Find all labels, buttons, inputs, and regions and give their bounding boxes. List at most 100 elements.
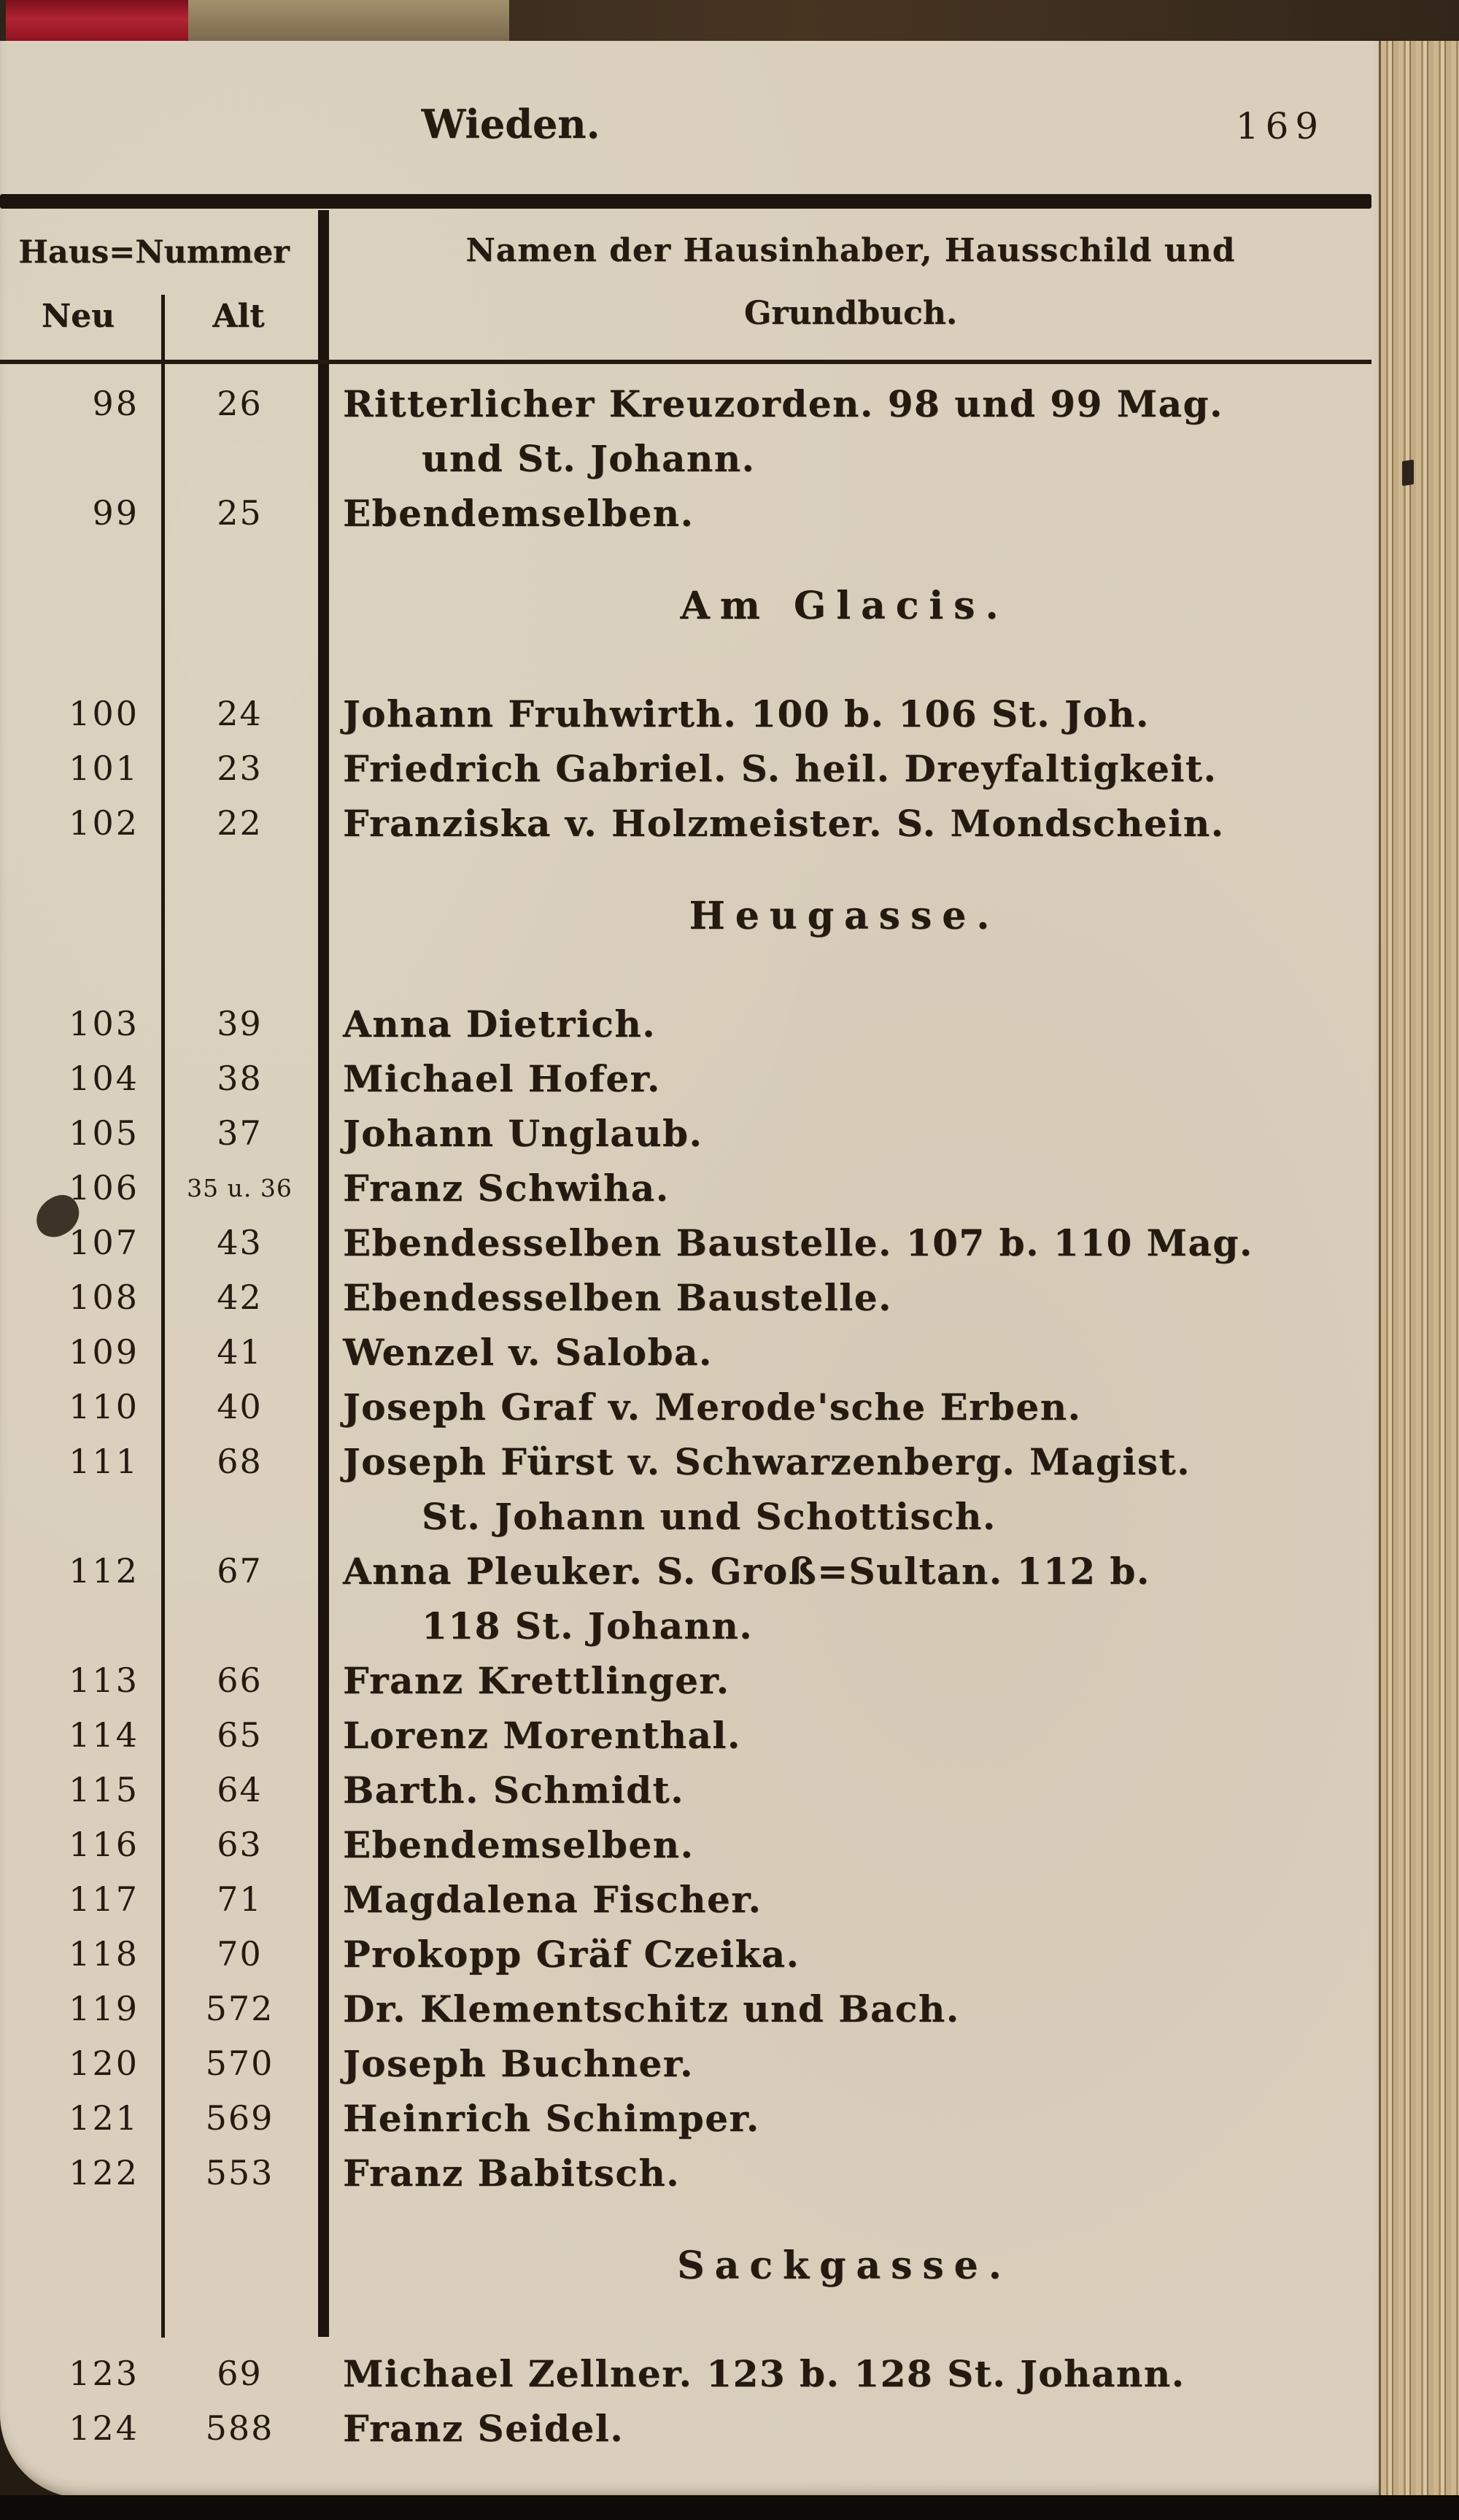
owner-entry: Franz Babitsch. [318, 2146, 1371, 2200]
fore-edge-mark [1402, 459, 1414, 487]
owner-entry: Friedrich Gabriel. S. heil. Dreyfaltigke… [318, 741, 1371, 796]
table-row: 99 25 Ebendemselben. [0, 486, 1371, 541]
table-row: 105 37 Johann Unglaub. [0, 1106, 1371, 1161]
house-number-old: 553 [205, 2153, 274, 2192]
owner-line: Franz Krettlinger. [343, 1659, 730, 1702]
house-number-new: 110 [69, 1387, 139, 1426]
street-section-header: Sackgasse. [677, 2243, 1012, 2288]
street-section-header: Am Glacis. [680, 584, 1009, 628]
house-number-new: 121 [69, 2098, 139, 2138]
table-row: 101 23 Friedrich Gabriel. S. heil. Dreyf… [0, 741, 1371, 796]
house-number-new: 124 [69, 2408, 139, 2448]
table-row: 118 70 Prokopp Gräf Czeika. [0, 1927, 1371, 1982]
owner-line: Heinrich Schimper. [343, 2097, 760, 2140]
owner-line: Ritterlicher Kreuzorden. 98 und 99 Mag. [343, 382, 1223, 425]
table-row: 106 35 u. 36 Franz Schwiha. [0, 1161, 1371, 1215]
owner-entry: Anna Pleuker. S. Groß=Sultan. 112 b. 118 … [318, 1544, 1371, 1653]
owner-line: Barth. Schmidt. [343, 1769, 685, 1812]
house-number-new: 100 [69, 694, 139, 733]
house-number-old: 43 [217, 1223, 263, 1262]
owner-entry: Ebendemselben. [318, 1817, 1371, 1872]
owner-entry: Franz Seidel. [318, 2401, 1371, 2456]
owner-entry: Ebendesselben Baustelle. [318, 1270, 1371, 1325]
table-row: 111 68 Joseph Fürst v. Schwarzenberg. Ma… [0, 1434, 1371, 1544]
owner-entry: Johann Fruhwirth. 100 b. 106 St. Joh. [318, 687, 1371, 741]
house-number-new: 122 [69, 2153, 139, 2192]
owner-entry: Ebendesselben Baustelle. 107 b. 110 Mag. [318, 1215, 1371, 1270]
house-number-new: 115 [69, 1770, 139, 1809]
house-number-new: 105 [69, 1113, 139, 1153]
owner-entry: Franz Schwiha. [318, 1161, 1371, 1215]
owner-line: Franz Schwiha. [343, 1167, 670, 1210]
owner-line: Ebendesselben Baustelle. 107 b. 110 Mag. [343, 1221, 1253, 1264]
table-row: 107 43 Ebendesselben Baustelle. 107 b. 1… [0, 1215, 1371, 1270]
owner-line: und St. Johann. [422, 437, 756, 480]
table-row: 109 41 Wenzel v. Saloba. [0, 1325, 1371, 1380]
owner-entry: Lorenz Morenthal. [318, 1708, 1371, 1763]
owner-entry: Franziska v. Holzmeister. S. Mondschein. [318, 796, 1371, 851]
owner-line: Johann Fruhwirth. 100 b. 106 St. Joh. [343, 692, 1150, 735]
table-top-rule [0, 194, 1371, 209]
owner-line: Prokopp Gräf Czeika. [343, 1933, 800, 1976]
house-number-old: 22 [217, 803, 263, 843]
book-top-edge [0, 0, 1459, 44]
owner-line: Johann Unglaub. [343, 1112, 703, 1155]
owner-line: Franziska v. Holzmeister. S. Mondschein. [343, 802, 1225, 845]
house-number-old: 66 [217, 1661, 263, 1700]
book-page: Wieden. 169 Haus=Nummer Neu Alt Namen de… [0, 41, 1381, 2498]
column-subheader-new: Neu [41, 298, 115, 335]
owner-entry: Joseph Buchner. [318, 2036, 1371, 2091]
house-number-old: 588 [205, 2408, 274, 2448]
owner-line: Anna Dietrich. [343, 1002, 657, 1046]
house-number-new: 108 [69, 1278, 139, 1317]
house-number-old: 24 [217, 694, 263, 733]
owner-line: Wenzel v. Saloba. [343, 1331, 713, 1374]
owner-entry: Magdalena Fischer. [318, 1872, 1371, 1927]
house-number-old: 71 [217, 1879, 263, 1919]
house-number-old: 38 [217, 1059, 263, 1098]
column-header-house-number: Haus=Nummer [18, 234, 290, 271]
table-row: 98 26 Ritterlicher Kreuzorden. 98 und 99… [0, 376, 1371, 486]
house-number-old: 67 [217, 1551, 263, 1591]
table-row: 121 569 Heinrich Schimper. [0, 2091, 1371, 2146]
owner-entry: Michael Zellner. 123 b. 128 St. Johann. [318, 2346, 1371, 2401]
house-number-old: 69 [217, 2354, 263, 2393]
owner-entry: Joseph Fürst v. Schwarzenberg. Magist. St… [318, 1434, 1371, 1544]
house-number-old: 40 [217, 1387, 263, 1426]
owner-line: Ebendesselben Baustelle. [343, 1276, 892, 1319]
house-number-old: 26 [217, 384, 263, 423]
column-divider-thick [318, 210, 329, 2337]
house-number-new: 101 [69, 749, 139, 788]
owner-line: Joseph Fürst v. Schwarzenberg. Magist. [343, 1440, 1191, 1483]
house-number-old: 572 [205, 1989, 274, 2028]
house-number-old: 569 [205, 2098, 274, 2138]
house-number-old: 42 [217, 1278, 263, 1317]
table-row: 112 67 Anna Pleuker. S. Groß=Sultan. 112… [0, 1544, 1371, 1653]
owner-line: Michael Hofer. [343, 1057, 661, 1100]
owner-line: Franz Seidel. [343, 2407, 624, 2450]
table-row: 102 22 Franziska v. Holzmeister. S. Mond… [0, 796, 1371, 851]
house-number-new: 107 [69, 1223, 139, 1262]
owner-line: Joseph Graf v. Merode'sche Erben. [343, 1385, 1082, 1429]
table-row: 124 588 Franz Seidel. [0, 2401, 1371, 2456]
table-row: 116 63 Ebendemselben. [0, 1817, 1371, 1872]
table-row: 103 39 Anna Dietrich. [0, 997, 1371, 1051]
owner-line: Anna Pleuker. S. Groß=Sultan. 112 b. [343, 1550, 1150, 1593]
column-divider-thin [161, 295, 165, 2338]
house-number-new: 114 [69, 1715, 139, 1755]
table-row: 108 42 Ebendesselben Baustelle. [0, 1270, 1371, 1325]
table-row: 100 24 Johann Fruhwirth. 100 b. 106 St. … [0, 687, 1371, 741]
house-number-new: 118 [69, 1934, 139, 1974]
house-number-old: 65 [217, 1715, 263, 1755]
column-header-names-line1: Namen der Hausinhaber, Hausschild und [465, 232, 1236, 269]
table-row: 104 38 Michael Hofer. [0, 1051, 1371, 1106]
table-row: 123 69 Michael Zellner. 123 b. 128 St. J… [0, 2346, 1371, 2401]
register-table-body: 98 26 Ritterlicher Kreuzorden. 98 und 99… [0, 376, 1371, 2456]
owner-line: Franz Babitsch. [343, 2152, 681, 2195]
house-number-new: 123 [69, 2354, 139, 2393]
page-fore-edge [1379, 41, 1459, 2498]
owner-entry: Prokopp Gräf Czeika. [318, 1927, 1371, 1982]
house-number-new: 106 [69, 1168, 139, 1207]
house-number-old: 70 [217, 1934, 263, 1974]
